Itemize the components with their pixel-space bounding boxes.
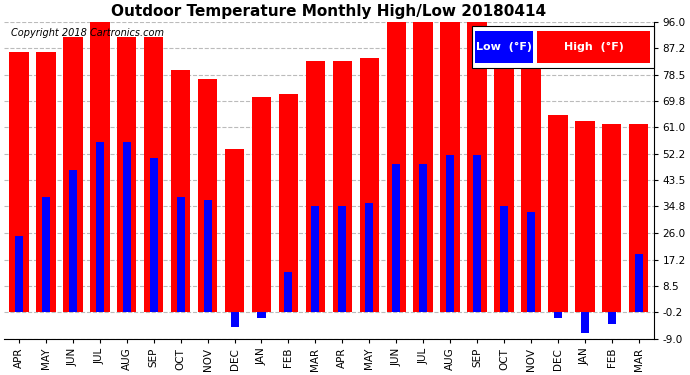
Bar	[575, 122, 595, 312]
Bar	[608, 312, 616, 324]
Bar	[69, 170, 77, 312]
FancyBboxPatch shape	[475, 31, 533, 63]
Bar	[117, 37, 137, 312]
Bar	[635, 254, 643, 312]
Bar	[494, 64, 514, 312]
Bar	[96, 142, 104, 312]
Bar	[63, 37, 83, 312]
Bar	[306, 61, 325, 312]
FancyBboxPatch shape	[537, 31, 650, 63]
Bar	[333, 61, 352, 312]
Bar	[42, 197, 50, 312]
Bar	[581, 312, 589, 333]
Bar	[123, 142, 131, 312]
Bar	[204, 200, 212, 312]
Bar	[257, 312, 266, 318]
Bar	[527, 212, 535, 312]
Bar	[467, 22, 486, 312]
Bar	[446, 154, 454, 312]
Bar	[359, 58, 379, 312]
Bar	[392, 164, 400, 312]
Bar	[230, 312, 239, 327]
Bar	[419, 164, 427, 312]
Text: Low  (°F): Low (°F)	[476, 42, 532, 52]
Text: High  (°F): High (°F)	[564, 42, 624, 52]
Bar	[15, 236, 23, 312]
Bar	[554, 312, 562, 318]
Bar	[279, 94, 298, 312]
Bar	[500, 206, 508, 312]
Bar	[150, 158, 158, 312]
Bar	[629, 124, 649, 312]
Bar	[521, 64, 541, 312]
Bar	[9, 52, 29, 312]
Bar	[602, 124, 622, 312]
Bar	[473, 154, 481, 312]
Title: Outdoor Temperature Monthly High/Low 20180414: Outdoor Temperature Monthly High/Low 201…	[111, 4, 546, 19]
FancyBboxPatch shape	[472, 27, 653, 68]
Bar	[171, 70, 190, 312]
Bar	[252, 97, 271, 312]
Bar	[338, 206, 346, 312]
Bar	[548, 115, 568, 312]
Bar	[311, 206, 319, 312]
Bar	[90, 19, 110, 312]
Bar	[284, 272, 293, 312]
Bar	[177, 197, 185, 312]
Bar	[225, 148, 244, 312]
Bar	[386, 22, 406, 312]
Bar	[365, 203, 373, 312]
Bar	[144, 37, 164, 312]
Bar	[440, 22, 460, 312]
Bar	[198, 79, 217, 312]
Text: Copyright 2018 Cartronics.com: Copyright 2018 Cartronics.com	[10, 28, 164, 38]
Bar	[413, 22, 433, 312]
Bar	[37, 52, 56, 312]
